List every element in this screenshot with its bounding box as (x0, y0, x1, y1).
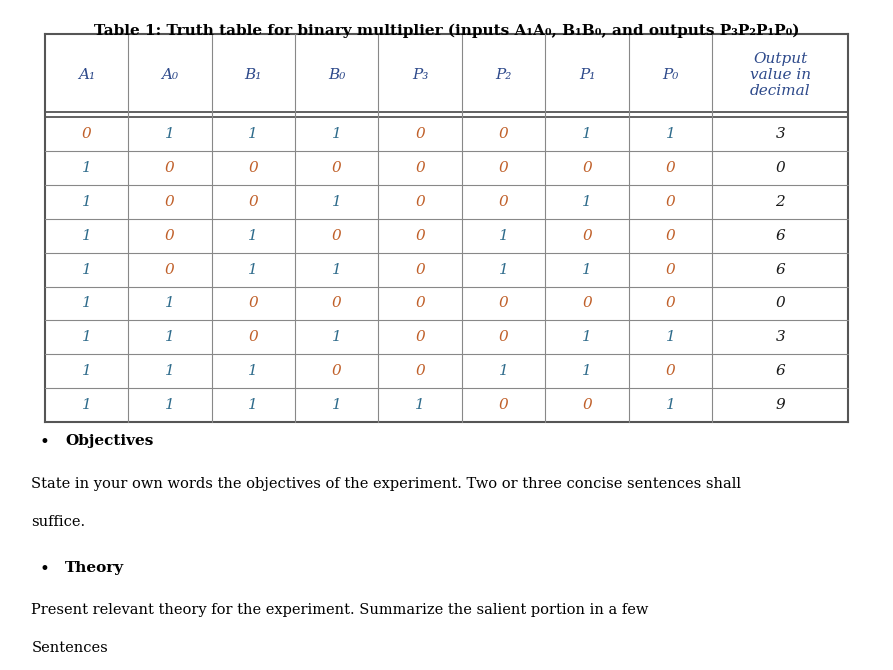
Text: 1: 1 (165, 330, 175, 344)
Text: 1: 1 (665, 398, 675, 412)
Text: Output
value in
decimal: Output value in decimal (750, 52, 811, 98)
Text: 3: 3 (775, 330, 785, 344)
Text: 0: 0 (415, 161, 425, 175)
Text: 2: 2 (775, 195, 785, 209)
Text: Sentences: Sentences (31, 641, 108, 655)
Text: 0: 0 (498, 161, 508, 175)
Text: 0: 0 (498, 195, 508, 209)
Text: •: • (39, 561, 50, 578)
Text: 0: 0 (665, 161, 675, 175)
Text: 0: 0 (81, 127, 91, 141)
Text: P₃: P₃ (412, 68, 429, 82)
Text: 6: 6 (775, 228, 785, 243)
Text: 0: 0 (415, 330, 425, 344)
Text: 1: 1 (81, 161, 91, 175)
Text: P₀: P₀ (663, 68, 679, 82)
Text: 0: 0 (775, 161, 785, 175)
Text: 1: 1 (165, 398, 175, 412)
Text: 0: 0 (165, 228, 175, 243)
Text: B₁: B₁ (245, 68, 262, 82)
Text: 0: 0 (332, 161, 342, 175)
Text: Table 1: Truth table for binary multiplier (inputs A₁A₀, B₁B₀, and outputs P₃P₂P: Table 1: Truth table for binary multipli… (94, 23, 799, 38)
Text: 6: 6 (775, 364, 785, 379)
Text: 1: 1 (81, 263, 91, 277)
Text: 1: 1 (165, 127, 175, 141)
Text: 0: 0 (582, 398, 592, 412)
Text: 1: 1 (81, 296, 91, 310)
Text: 1: 1 (582, 330, 592, 344)
Text: 0: 0 (665, 263, 675, 277)
Text: 0: 0 (665, 195, 675, 209)
Text: 1: 1 (582, 195, 592, 209)
Text: 0: 0 (248, 195, 258, 209)
Text: 1: 1 (415, 398, 425, 412)
Text: 1: 1 (582, 263, 592, 277)
Text: 0: 0 (775, 296, 785, 310)
Text: 0: 0 (665, 296, 675, 310)
Text: A₁: A₁ (78, 68, 95, 82)
Text: 0: 0 (415, 296, 425, 310)
Text: P₂: P₂ (496, 68, 512, 82)
Text: 0: 0 (415, 228, 425, 243)
Text: 1: 1 (332, 127, 342, 141)
Text: suffice.: suffice. (31, 515, 86, 529)
Text: Present relevant theory for the experiment. Summarize the salient portion in a f: Present relevant theory for the experime… (31, 603, 648, 617)
Text: 0: 0 (415, 195, 425, 209)
Text: •: • (39, 435, 50, 452)
Text: 0: 0 (332, 364, 342, 379)
Text: 1: 1 (248, 228, 258, 243)
Text: 1: 1 (81, 330, 91, 344)
Text: 0: 0 (498, 398, 508, 412)
Text: 0: 0 (248, 161, 258, 175)
Text: 9: 9 (775, 398, 785, 412)
Text: 1: 1 (498, 364, 508, 379)
Text: 0: 0 (332, 228, 342, 243)
Text: 1: 1 (498, 228, 508, 243)
Text: 1: 1 (582, 364, 592, 379)
Text: 1: 1 (165, 364, 175, 379)
Text: 0: 0 (498, 127, 508, 141)
Text: 6: 6 (775, 263, 785, 277)
Text: A₀: A₀ (162, 68, 179, 82)
Text: 1: 1 (248, 364, 258, 379)
Text: 0: 0 (248, 330, 258, 344)
Text: B₀: B₀ (328, 68, 346, 82)
Text: State in your own words the objectives of the experiment. Two or three concise s: State in your own words the objectives o… (31, 476, 741, 490)
Text: 0: 0 (332, 296, 342, 310)
Text: 0: 0 (665, 228, 675, 243)
Text: 1: 1 (81, 364, 91, 379)
Text: 0: 0 (165, 161, 175, 175)
Text: 1: 1 (332, 263, 342, 277)
Text: 0: 0 (582, 161, 592, 175)
Text: 0: 0 (415, 127, 425, 141)
Text: 0: 0 (665, 364, 675, 379)
Text: 1: 1 (582, 127, 592, 141)
Text: 1: 1 (498, 263, 508, 277)
Text: 0: 0 (248, 296, 258, 310)
Text: 0: 0 (582, 228, 592, 243)
Text: 1: 1 (332, 195, 342, 209)
Text: 0: 0 (165, 195, 175, 209)
Text: 0: 0 (498, 296, 508, 310)
Text: 1: 1 (665, 127, 675, 141)
Text: Theory: Theory (65, 561, 124, 575)
Text: 1: 1 (81, 195, 91, 209)
Text: 3: 3 (775, 127, 785, 141)
Text: 1: 1 (81, 398, 91, 412)
Text: 1: 1 (332, 398, 342, 412)
Text: 0: 0 (498, 330, 508, 344)
Text: 1: 1 (248, 263, 258, 277)
Text: 1: 1 (81, 228, 91, 243)
Text: 1: 1 (165, 296, 175, 310)
Text: 0: 0 (415, 364, 425, 379)
Text: 1: 1 (248, 398, 258, 412)
Text: 0: 0 (582, 296, 592, 310)
Text: 1: 1 (248, 127, 258, 141)
Text: Objectives: Objectives (65, 435, 154, 448)
Text: 1: 1 (332, 330, 342, 344)
Text: P₁: P₁ (579, 68, 596, 82)
Text: 0: 0 (415, 263, 425, 277)
Text: 0: 0 (165, 263, 175, 277)
Text: 1: 1 (665, 330, 675, 344)
